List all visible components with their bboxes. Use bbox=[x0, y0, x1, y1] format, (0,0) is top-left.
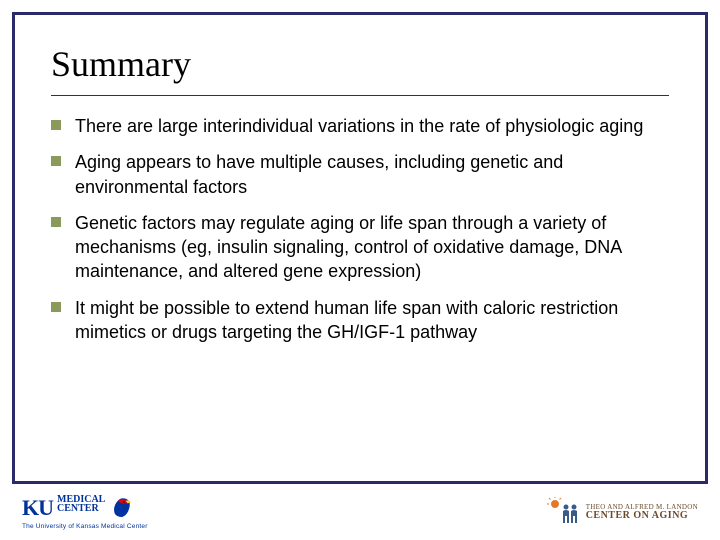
bullet-list: There are large interindividual variatio… bbox=[51, 114, 669, 344]
list-item: There are large interindividual variatio… bbox=[51, 114, 669, 138]
list-item: Genetic factors may regulate aging or li… bbox=[51, 211, 669, 284]
people-sun-icon bbox=[546, 497, 580, 527]
list-item: It might be possible to extend human lif… bbox=[51, 296, 669, 345]
bullet-text: Aging appears to have multiple causes, i… bbox=[75, 150, 669, 199]
square-bullet-icon bbox=[51, 120, 61, 130]
aging-center-text: THEO AND ALFRED M. LANDON CENTER ON AGIN… bbox=[586, 504, 698, 521]
slide-frame: Summary There are large interindividual … bbox=[12, 12, 708, 484]
slide-content: Summary There are large interindividual … bbox=[15, 15, 705, 376]
bullet-text: Genetic factors may regulate aging or li… bbox=[75, 211, 669, 284]
list-item: Aging appears to have multiple causes, i… bbox=[51, 150, 669, 199]
slide-title: Summary bbox=[51, 43, 669, 96]
aging-line2: CENTER ON AGING bbox=[586, 511, 698, 521]
ku-line2: CENTER bbox=[57, 504, 105, 514]
ku-logo: KU MEDICAL CENTER The University of Kans… bbox=[22, 495, 148, 530]
ku-letters: KU bbox=[22, 495, 53, 521]
aging-center-logo: THEO AND ALFRED M. LANDON CENTER ON AGIN… bbox=[546, 497, 698, 527]
ku-subtitle: The University of Kansas Medical Center bbox=[22, 523, 148, 530]
square-bullet-icon bbox=[51, 156, 61, 166]
square-bullet-icon bbox=[51, 302, 61, 312]
slide-footer: KU MEDICAL CENTER The University of Kans… bbox=[0, 484, 720, 540]
ku-stack: MEDICAL CENTER bbox=[57, 495, 105, 514]
bullet-text: There are large interindividual variatio… bbox=[75, 114, 643, 138]
jayhawk-icon bbox=[111, 495, 133, 519]
square-bullet-icon bbox=[51, 217, 61, 227]
bullet-text: It might be possible to extend human lif… bbox=[75, 296, 669, 345]
